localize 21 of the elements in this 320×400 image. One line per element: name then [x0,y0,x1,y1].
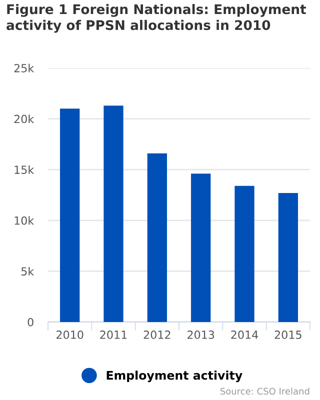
chart-title: Figure 1 Foreign Nationals: Employment activity of PPSN allocations in 2010 [6,4,306,33]
bar [278,192,298,322]
y-tick-label: 20k [14,114,34,124]
bar [60,108,80,322]
bar [191,174,211,322]
x-tick-label: 2012 [144,330,170,339]
y-tick-label: 10k [14,216,34,225]
bar [234,186,254,322]
bar [104,106,124,322]
y-tick-label: 5k [21,266,34,276]
x-tick-label: 2013 [188,330,214,339]
y-tick-label: 15k [14,165,34,174]
x-tick-label: 2015 [274,330,302,339]
x-tick-label: 2010 [56,330,84,339]
y-tick-label: 25k [14,64,34,72]
y-tick-label: 0 [28,318,34,326]
x-tick-label: 2011 [100,330,127,339]
bar [147,153,167,322]
legend-label: Employment activity [106,370,242,382]
source-note: Source: CSO Ireland [220,388,310,395]
x-tick-label: 2014 [231,330,258,339]
